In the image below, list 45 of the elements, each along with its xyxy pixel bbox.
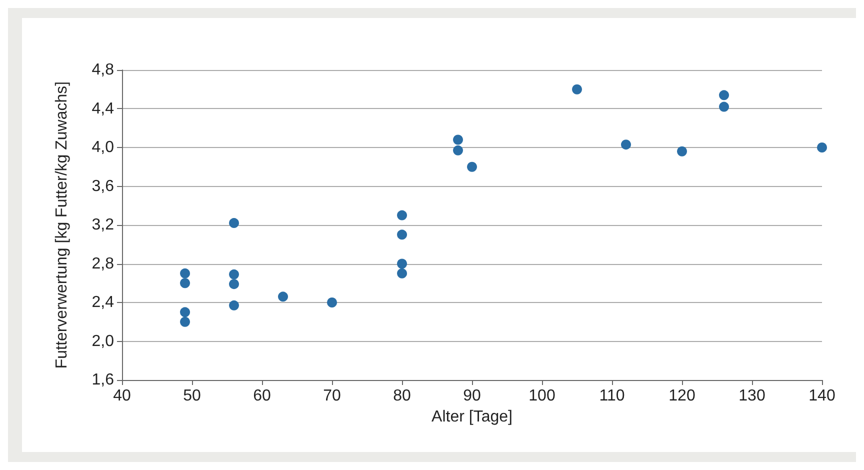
x-tick-label: 60 (253, 388, 271, 404)
y-tick-label: 2,4 (92, 294, 114, 311)
y-axis-title: Futterverwertung [kg Futter/kg Zuwachs] (54, 81, 70, 369)
x-tick-label: 40 (113, 388, 131, 404)
x-tick-label: 80 (393, 388, 411, 404)
x-tick-label: 90 (463, 388, 481, 404)
point (278, 292, 288, 302)
y-tick-label: 3,6 (92, 178, 114, 195)
point (229, 300, 239, 310)
point (572, 84, 582, 94)
x-tick-label: 70 (323, 388, 341, 404)
y-tick-label: 4,4 (92, 100, 114, 118)
point (677, 146, 687, 156)
x-tick-label: 100 (528, 388, 556, 404)
point (397, 258, 407, 269)
point (719, 102, 729, 112)
point (229, 279, 239, 290)
point (397, 268, 407, 278)
point (719, 90, 729, 100)
y-tick-label: 3,2 (92, 216, 114, 234)
x-axis-title: Alter [Tage] (432, 408, 512, 426)
point (327, 298, 337, 308)
x-tick-label: 140 (808, 388, 836, 404)
x-tick-label: 50 (183, 388, 201, 404)
point (229, 218, 239, 228)
x-tick-label: 120 (668, 388, 696, 404)
y-tick-label: 1,6 (92, 372, 114, 388)
point (180, 316, 190, 327)
point (817, 142, 827, 152)
y-tick-label: 2,8 (92, 255, 114, 272)
point (467, 162, 477, 172)
point (397, 210, 407, 220)
point (229, 269, 239, 280)
point (397, 230, 407, 240)
x-tick-label: 130 (738, 388, 766, 404)
point (180, 278, 190, 288)
y-tick-label: 4,8 (92, 62, 114, 78)
point (180, 307, 190, 318)
point (453, 134, 463, 145)
y-tick-label: 2,0 (92, 332, 114, 350)
y-tick-label: 4,0 (92, 139, 114, 156)
point (621, 140, 631, 150)
x-tick-label: 110 (599, 388, 625, 404)
point (180, 268, 190, 278)
point (453, 145, 463, 156)
